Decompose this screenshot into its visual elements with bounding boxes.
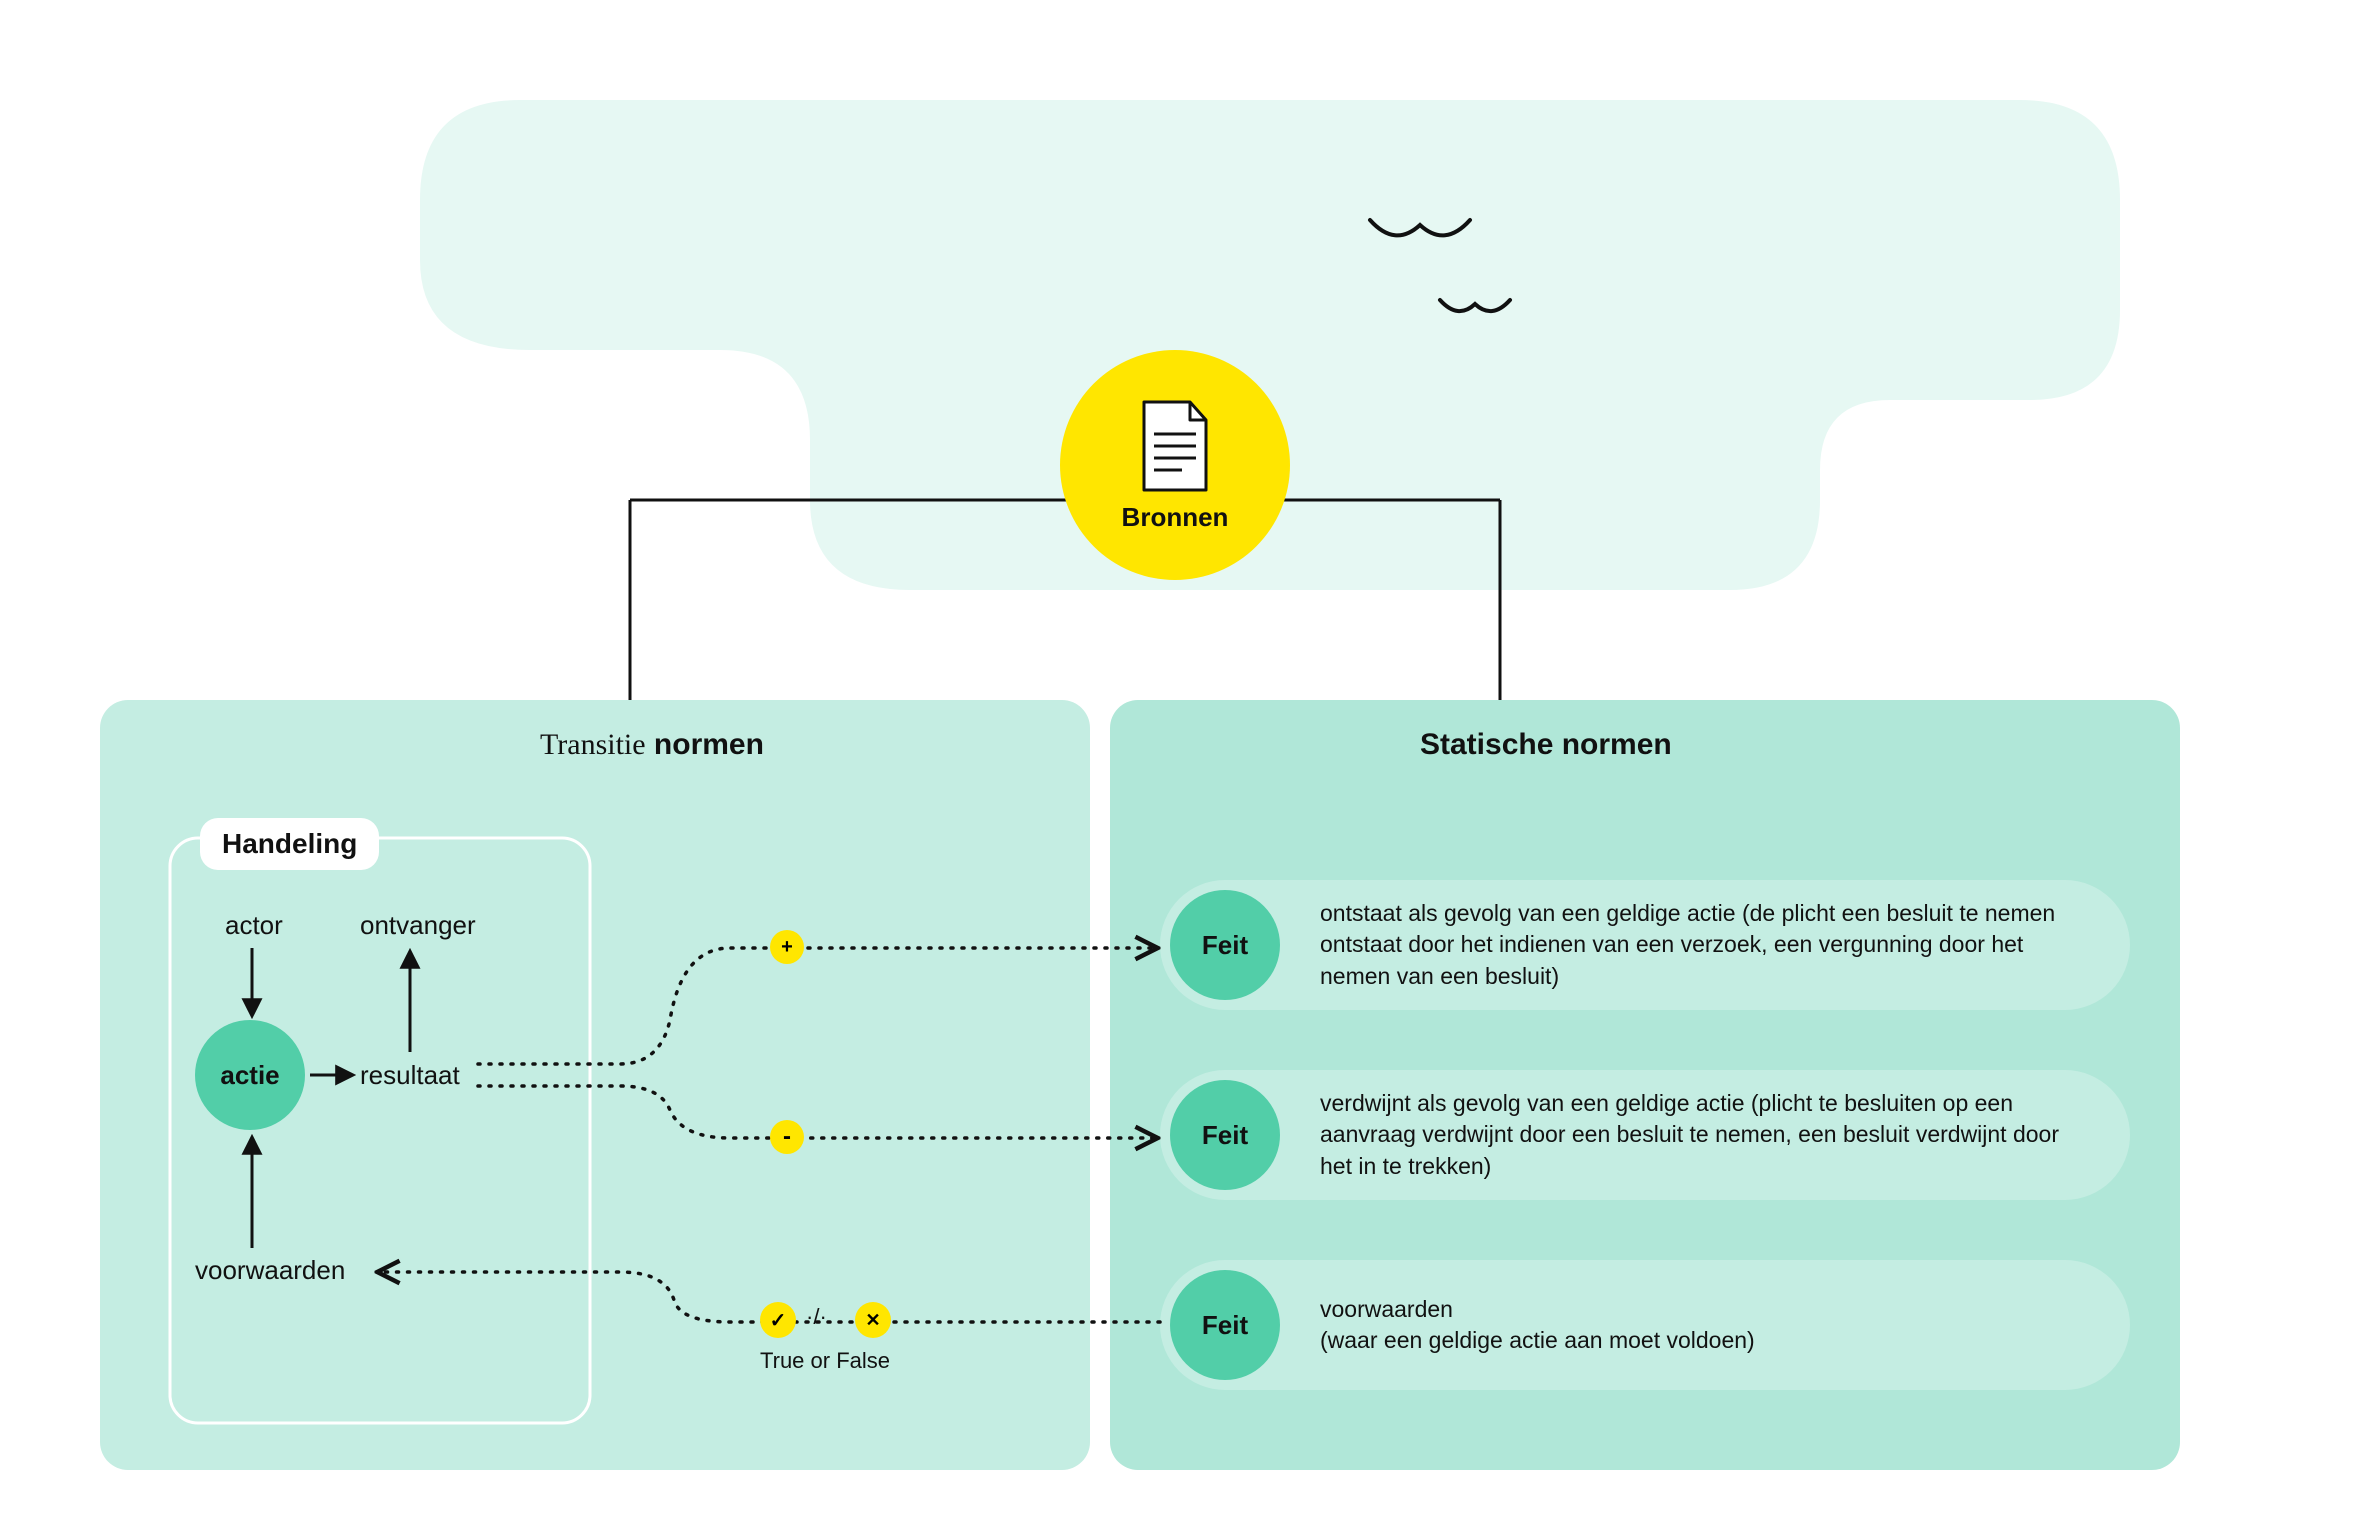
feit-row-2: Feit verdwijnt als gevolg van een geldig… — [1160, 1070, 2130, 1200]
feit-text-2: verdwijnt als gevolg van een geldige act… — [1320, 1088, 2130, 1181]
label-actor: actor — [225, 910, 283, 941]
actie-node: actie — [195, 1020, 305, 1130]
title-statische: Statische normen — [1420, 728, 1672, 762]
badge-minus: - — [770, 1120, 804, 1154]
handeling-label: Handeling — [200, 818, 379, 870]
badge-check: ✓ — [760, 1302, 796, 1338]
slash-separator: ·/· — [806, 1304, 827, 1330]
feit-row-1: Feit ontstaat als gevolg van een geldige… — [1160, 880, 2130, 1010]
bronnen-label: Bronnen — [1122, 502, 1229, 533]
feit-row-3: Feit voorwaarden (waar een geldige actie… — [1160, 1260, 2130, 1390]
feit-circle-2: Feit — [1170, 1080, 1280, 1190]
bird-1 — [1370, 220, 1470, 235]
feit-circle-1: Feit — [1170, 890, 1280, 1000]
label-voorwaarden: voorwaarden — [195, 1255, 345, 1286]
bracket-connector — [630, 500, 1500, 700]
bronnen-node: Bronnen — [1060, 350, 1290, 580]
diagram-canvas: Bronnen Transitie normen Statische norme… — [0, 0, 2360, 1538]
badge-plus: + — [770, 930, 804, 964]
bird-2 — [1440, 300, 1510, 311]
feit-text-3: voorwaarden (waar een geldige actie aan … — [1320, 1294, 1795, 1356]
feit-circle-3: Feit — [1170, 1270, 1280, 1380]
feit-text-1: ontstaat als gevolg van een geldige acti… — [1320, 898, 2130, 991]
document-icon — [1136, 398, 1214, 494]
title-transitie: Transitie normen — [540, 728, 764, 762]
label-ontvanger: ontvanger — [360, 910, 476, 941]
label-resultaat: resultaat — [360, 1060, 460, 1091]
true-or-false-label: True or False — [760, 1348, 890, 1374]
badge-x: ✕ — [855, 1302, 891, 1338]
